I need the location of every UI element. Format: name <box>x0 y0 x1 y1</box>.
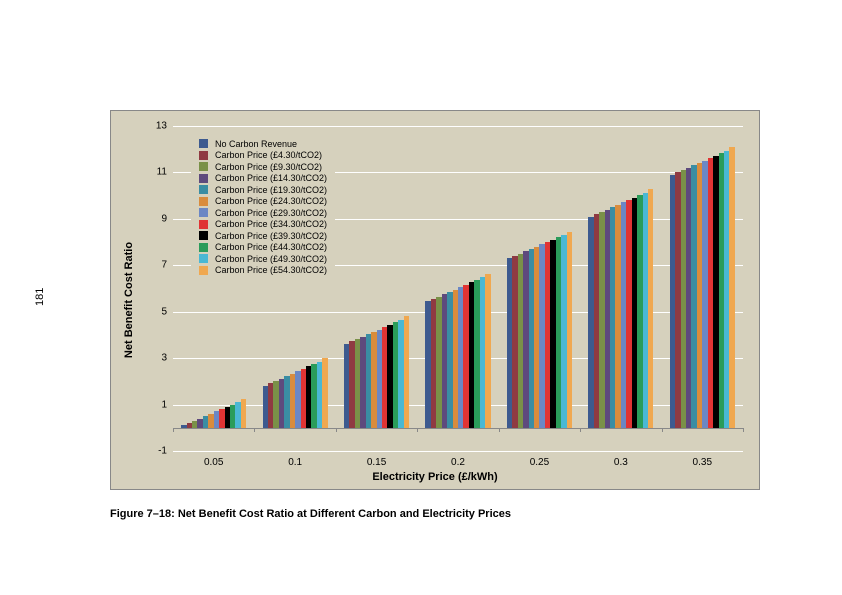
x-axis-title: Electricity Price (£/kWh) <box>372 471 497 483</box>
legend-swatch <box>199 139 208 148</box>
legend-swatch <box>199 243 208 252</box>
legend-row: Carbon Price (£49.30/tCO2) <box>199 254 327 264</box>
bar <box>648 189 653 428</box>
legend-swatch <box>199 185 208 194</box>
gridline <box>173 451 743 452</box>
legend-swatch <box>199 254 208 263</box>
x-tick-mark <box>254 428 255 432</box>
legend-row: Carbon Price (£29.30/tCO2) <box>199 208 327 218</box>
legend-label: Carbon Price (£54.30/tCO2) <box>215 265 327 275</box>
legend-swatch <box>199 266 208 275</box>
legend-row: No Carbon Revenue <box>199 139 327 149</box>
legend-label: Carbon Price (£4.30/tCO2) <box>215 150 322 160</box>
legend-row: Carbon Price (£44.30/tCO2) <box>199 242 327 252</box>
y-tick-label: 1 <box>143 399 173 410</box>
legend-label: Carbon Price (£9.30/tCO2) <box>215 162 322 172</box>
legend-row: Carbon Price (£9.30/tCO2) <box>199 162 327 172</box>
legend-swatch <box>199 174 208 183</box>
legend-label: No Carbon Revenue <box>215 139 297 149</box>
legend-row: Carbon Price (£24.30/tCO2) <box>199 196 327 206</box>
legend-row: Carbon Price (£19.30/tCO2) <box>199 185 327 195</box>
legend-label: Carbon Price (£49.30/tCO2) <box>215 254 327 264</box>
legend-label: Carbon Price (£44.30/tCO2) <box>215 242 327 252</box>
y-tick-label: 5 <box>143 306 173 317</box>
bar <box>729 147 734 428</box>
page-number: 181 <box>34 288 46 306</box>
legend-swatch <box>199 151 208 160</box>
legend-label: Carbon Price (£29.30/tCO2) <box>215 208 327 218</box>
y-tick-label: 11 <box>143 167 173 178</box>
legend-row: Carbon Price (£4.30/tCO2) <box>199 150 327 160</box>
legend-label: Carbon Price (£24.30/tCO2) <box>215 196 327 206</box>
legend-label: Carbon Price (£19.30/tCO2) <box>215 185 327 195</box>
x-tick-label: 0.15 <box>367 457 386 468</box>
x-tick-mark <box>743 428 744 432</box>
y-axis-title: Net Benefit Cost Ratio <box>123 242 135 358</box>
legend-label: Carbon Price (£34.30/tCO2) <box>215 219 327 229</box>
legend-swatch <box>199 231 208 240</box>
legend-row: Carbon Price (£14.30/tCO2) <box>199 173 327 183</box>
y-tick-label: 9 <box>143 213 173 224</box>
x-tick-label: 0.25 <box>530 457 549 468</box>
y-tick-label: 3 <box>143 353 173 364</box>
chart-container: Net Benefit Cost Ratio -1135791113 0.050… <box>110 110 760 490</box>
x-tick-label: 0.1 <box>288 457 302 468</box>
x-tick-mark <box>336 428 337 432</box>
legend-row: Carbon Price (£34.30/tCO2) <box>199 219 327 229</box>
x-tick-mark <box>580 428 581 432</box>
x-tick-label: 0.3 <box>614 457 628 468</box>
legend-swatch <box>199 208 208 217</box>
bar <box>322 358 327 428</box>
figure-caption: Figure 7–18: Net Benefit Cost Ratio at D… <box>110 508 511 520</box>
bar <box>404 316 409 427</box>
legend-swatch <box>199 162 208 171</box>
legend-label: Carbon Price (£39.30/tCO2) <box>215 231 327 241</box>
x-tick-mark <box>662 428 663 432</box>
x-tick-mark <box>499 428 500 432</box>
x-tick-label: 0.2 <box>451 457 465 468</box>
x-tick-mark <box>417 428 418 432</box>
legend-row: Carbon Price (£54.30/tCO2) <box>199 265 327 275</box>
x-tick-mark <box>173 428 174 432</box>
legend-row: Carbon Price (£39.30/tCO2) <box>199 231 327 241</box>
bar <box>485 274 490 428</box>
bar <box>241 399 246 427</box>
legend: No Carbon RevenueCarbon Price (£4.30/tCO… <box>191 133 335 281</box>
y-tick-label: -1 <box>143 446 173 457</box>
legend-label: Carbon Price (£14.30/tCO2) <box>215 173 327 183</box>
legend-swatch <box>199 220 208 229</box>
y-tick-label: 13 <box>143 121 173 132</box>
x-tick-label: 0.05 <box>204 457 223 468</box>
y-tick-label: 7 <box>143 260 173 271</box>
x-tick-label: 0.35 <box>693 457 712 468</box>
bar <box>567 232 572 428</box>
legend-swatch <box>199 197 208 206</box>
